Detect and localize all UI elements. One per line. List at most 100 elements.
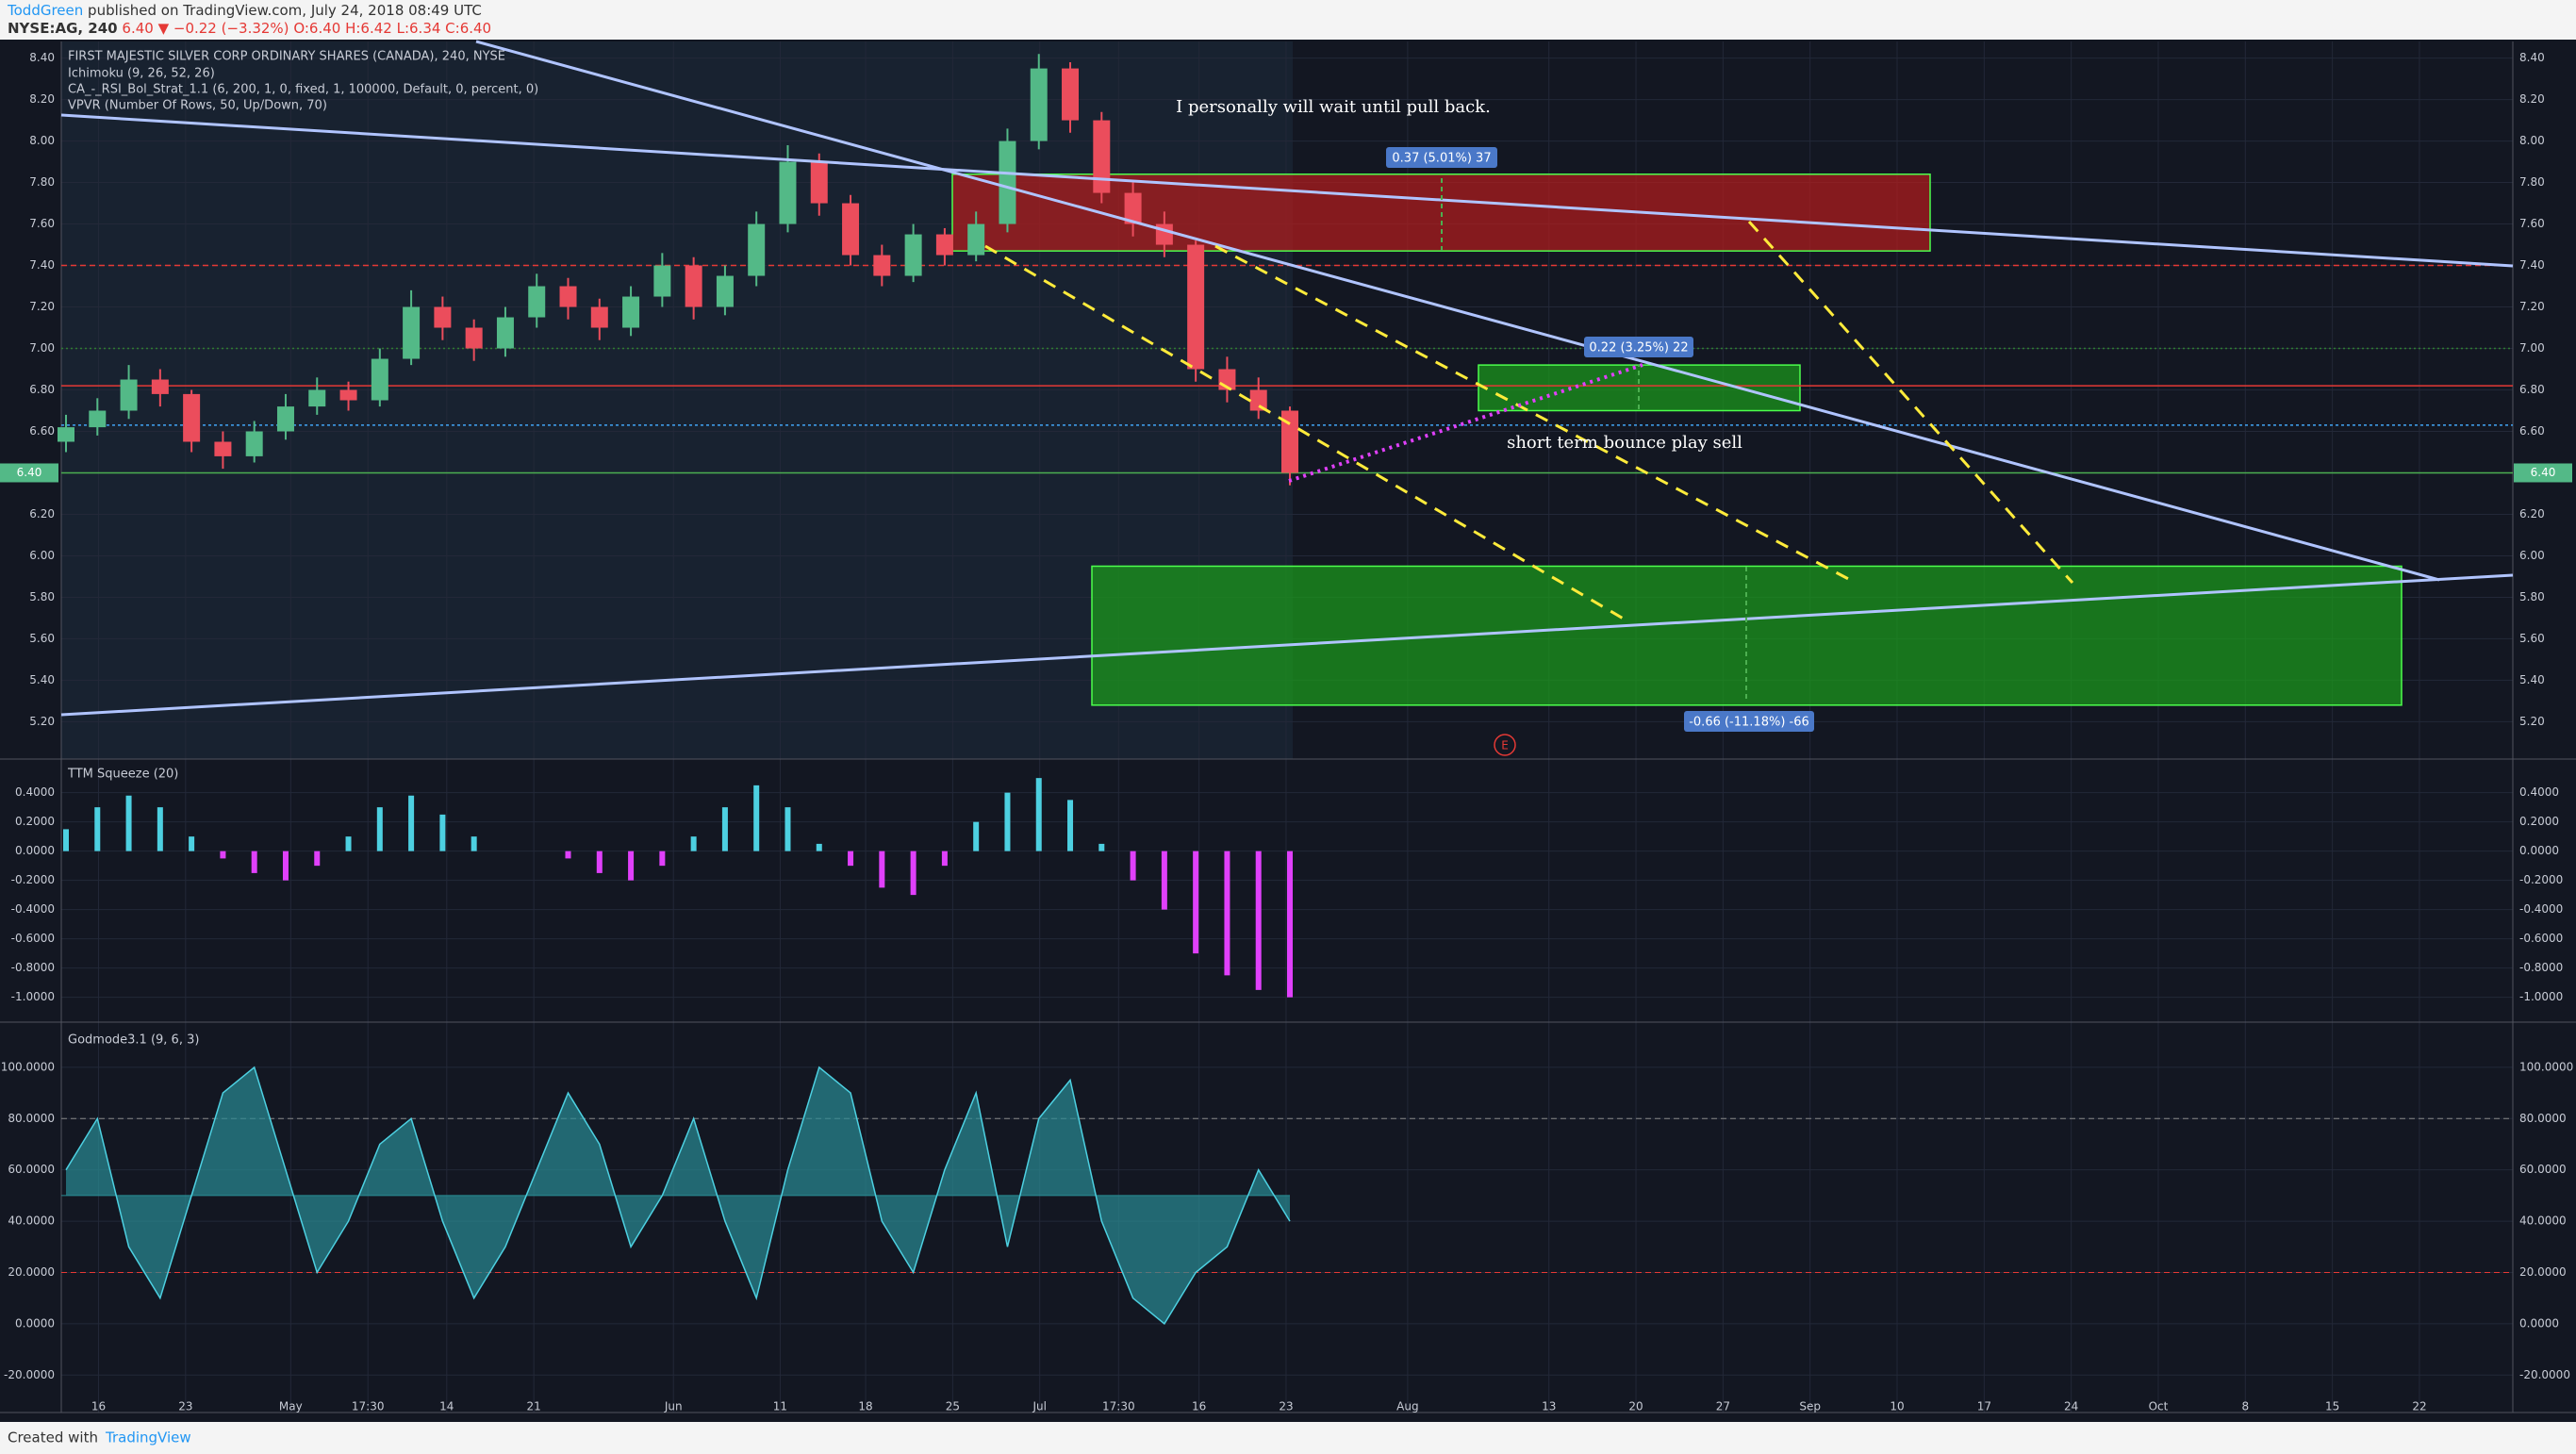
y-tick-label: 6.00	[2519, 549, 2545, 562]
candle-body	[1249, 389, 1267, 411]
y-tick-label: 7.20	[29, 300, 55, 313]
published: published on TradingView.com, July 24, 2…	[88, 2, 482, 19]
y-tick-label: 6.20	[29, 507, 55, 520]
y-tick-label: -1.0000	[2519, 990, 2563, 1003]
candle-body	[559, 286, 577, 307]
y-tick-label: -20.0000	[2519, 1368, 2570, 1381]
candle-body	[716, 275, 734, 307]
y-tick-label: 0.0000	[2519, 844, 2559, 857]
y-tick-label: -0.6000	[11, 932, 55, 945]
author[interactable]: ToddGreen	[7, 2, 83, 19]
measure-box	[1584, 337, 1693, 357]
candle-body	[1030, 68, 1048, 141]
y-tick-label: 7.80	[29, 175, 55, 189]
projection	[1747, 220, 2074, 585]
candle-body	[873, 255, 891, 276]
legend-indicator: VPVR (Number Of Rows, 50, Up/Down, 70)	[68, 99, 327, 113]
last-price-label: 6.40	[17, 466, 42, 479]
x-tick-label: 17	[1977, 1400, 1991, 1413]
y-tick-label: 7.60	[2519, 217, 2545, 230]
candle-body	[935, 234, 953, 256]
x-tick-label: 8	[2241, 1400, 2249, 1413]
y-tick-label: 0.2000	[15, 815, 55, 828]
measure-label: -0.66 (-11.18%) -66	[1689, 716, 1809, 730]
footer-brand[interactable]: TradingView	[105, 1429, 191, 1446]
candle-body	[403, 306, 421, 359]
y-tick-label: 80.0000	[8, 1112, 55, 1125]
measure-label: 0.37 (5.01%) 37	[1392, 152, 1491, 166]
candle-body	[748, 223, 766, 276]
candle-body	[151, 379, 169, 394]
change: 6.40 ▼ −0.22 (−3.32%)	[122, 20, 289, 37]
y-tick-label: 8.40	[29, 51, 55, 64]
measure-box	[1684, 711, 1814, 732]
candle-body	[779, 161, 797, 224]
candle-body	[999, 140, 1016, 224]
earnings-marker[interactable]	[1494, 734, 1516, 756]
y-tick-label: 6.60	[2519, 424, 2545, 438]
y-tick-label: 5.60	[2519, 632, 2545, 645]
cloud-backdrop	[61, 41, 1293, 759]
last-price-tag	[0, 463, 58, 483]
last-price-tag	[2514, 463, 2572, 483]
x-tick-label: 10	[1890, 1400, 1904, 1413]
y-tick-label: 20.0000	[8, 1265, 55, 1279]
y-tick-label: -0.4000	[11, 902, 55, 916]
y-tick-label: 6.80	[2519, 383, 2545, 396]
y-tick-label: 0.2000	[2519, 815, 2559, 828]
legend-title: FIRST MAJESTIC SILVER CORP ORDINARY SHAR…	[68, 50, 505, 64]
y-tick-label: 6.60	[29, 424, 55, 438]
note: I personally will wait until pull back.	[1176, 97, 1491, 117]
x-tick-label: May	[279, 1400, 303, 1413]
earnings-label: E	[1501, 739, 1509, 752]
x-tick-label: Jul	[1032, 1400, 1046, 1413]
candle-body	[1281, 410, 1298, 473]
y-tick-label: 7.00	[2519, 341, 2545, 355]
y-tick-label: 5.40	[2519, 673, 2545, 686]
last-price-label: 6.40	[2531, 466, 2556, 479]
projection	[984, 244, 1627, 622]
footer-bar	[0, 1422, 2576, 1454]
ohlc: O:6.40 H:6.42 L:6.34 C:6.40	[293, 20, 491, 37]
candle-body	[58, 427, 74, 442]
y-tick-label: 40.0000	[2519, 1214, 2567, 1228]
trendline	[60, 573, 2514, 717]
measure-labels: 0.37 (5.01%) 37 0.22 (3.25%) 22 -0.66 (-…	[1386, 147, 1814, 732]
x-tick-label: 14	[439, 1400, 454, 1413]
symbol: NYSE:AG, 240	[8, 20, 118, 37]
x-tick-label: 11	[773, 1400, 787, 1413]
y-tick-label: 0.4000	[15, 785, 55, 799]
x-tick-label: 25	[946, 1400, 960, 1413]
godmode-title: Godmode3.1 (9, 6, 3)	[68, 1033, 199, 1048]
y-tick-label: -1.0000	[11, 990, 55, 1003]
y-tick-label: 8.40	[2519, 51, 2545, 64]
y-tick-label: 5.20	[29, 715, 55, 728]
y-tick-label: 7.80	[2519, 175, 2545, 189]
y-tick-label: 7.60	[29, 217, 55, 230]
x-tick-label: 20	[1628, 1400, 1643, 1413]
y-tick-label: 60.0000	[2519, 1163, 2567, 1176]
legend-indicator: CA_-_RSI_Bol_Strat_1.1 (6, 200, 1, 0, fi…	[68, 83, 538, 97]
y-tick-label: 0.0000	[15, 844, 55, 857]
candle-body	[653, 265, 671, 297]
x-tick-label: 23	[178, 1400, 192, 1413]
y-tick-label: 60.0000	[8, 1163, 55, 1176]
header-bar	[0, 0, 2576, 40]
x-tick-label: 27	[1716, 1400, 1730, 1413]
y-tick-label: 5.80	[29, 590, 55, 603]
x-tick-label: Aug	[1396, 1400, 1418, 1413]
trendline	[60, 113, 2514, 268]
x-tick-label: 15	[2325, 1400, 2339, 1413]
y-tick-label: 5.60	[29, 632, 55, 645]
y-tick-label: -0.2000	[2519, 873, 2563, 886]
quote-line: NYSE:AG, 240 6.40 ▼ −0.22 (−3.32%) O:6.4…	[8, 20, 491, 37]
candle-body	[528, 286, 546, 318]
candle-body	[1187, 244, 1205, 370]
x-tick-label: 22	[2412, 1400, 2426, 1413]
y-tick-label: -0.8000	[2519, 961, 2563, 974]
candle-body	[810, 161, 828, 204]
candle-body	[339, 389, 357, 401]
note: short term bounce play sell	[1507, 433, 1742, 453]
footer-created: Created with	[8, 1429, 98, 1446]
squeeze-title: TTM Squeeze (20)	[67, 768, 178, 782]
